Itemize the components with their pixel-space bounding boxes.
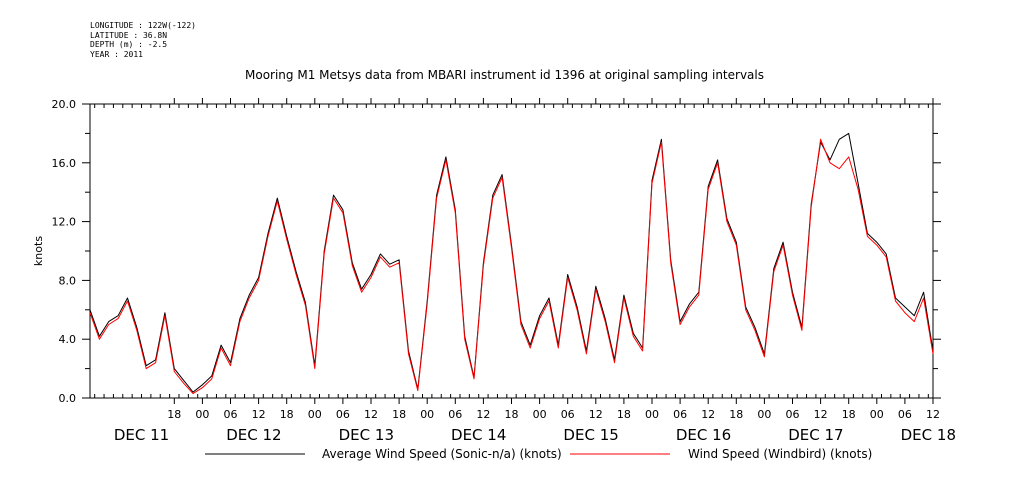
meta-year: YEAR : 2011 xyxy=(90,49,143,59)
x-tick-label: 18 xyxy=(842,408,856,421)
x-tick-label: 00 xyxy=(533,408,547,421)
x-tick-label: 06 xyxy=(448,408,462,421)
y-tick-label: 8.0 xyxy=(59,274,77,287)
x-tick-label: 18 xyxy=(617,408,631,421)
y-tick-label: 16.0 xyxy=(52,157,77,170)
x-tick-label: 12 xyxy=(589,408,603,421)
x-tick-label: 18 xyxy=(167,408,181,421)
x-tick-label: 18 xyxy=(280,408,294,421)
x-tick-label: 00 xyxy=(645,408,659,421)
x-tick-label: 12 xyxy=(364,408,378,421)
y-tick-label: 4.0 xyxy=(59,333,77,346)
x-tick-label: 12 xyxy=(701,408,715,421)
legend-label-average: Average Wind Speed (Sonic-n/a) (knots) xyxy=(322,447,562,461)
x-tick-label: 06 xyxy=(673,408,687,421)
axes: 18 00 06 12 18 00 06 12 18 00 06 12 18 00 06 12 18 00 06 12… xyxy=(32,98,956,444)
x-day-label: DEC 13 xyxy=(339,426,394,444)
y-tick-label: 0.0 xyxy=(59,392,77,405)
series-line-windbird xyxy=(89,138,934,395)
x-tick-label: 00 xyxy=(757,408,771,421)
x-day-label: DEC 11 xyxy=(114,426,169,444)
x-tick-label: 00 xyxy=(195,408,209,421)
meta-latitude: LATITUDE : 36.8N xyxy=(90,30,168,40)
x-tick-label: 12 xyxy=(926,408,940,421)
x-tick-label: 00 xyxy=(870,408,884,421)
x-day-label: DEC 14 xyxy=(451,426,506,444)
x-tick-label: 18 xyxy=(392,408,406,421)
x-day-label: DEC 12 xyxy=(226,426,281,444)
meta-depth: DEPTH (m) : -2.5 xyxy=(90,40,168,49)
x-day-label: DEC 18 xyxy=(901,426,956,444)
x-tick-label: 00 xyxy=(308,408,322,421)
x-tick-label: 06 xyxy=(561,408,575,421)
y-axis-label: knots xyxy=(32,236,45,266)
series-lines xyxy=(89,132,934,395)
x-day-label: DEC 15 xyxy=(563,426,618,444)
x-tick-label: 18 xyxy=(729,408,743,421)
x-tick-label: 06 xyxy=(786,408,800,421)
x-tick-label: 06 xyxy=(898,408,912,421)
chart-title: Mooring M1 Metsys data from MBARI instru… xyxy=(245,68,764,82)
legend-label-windbird: Wind Speed (Windbird) (knots) xyxy=(688,447,872,461)
x-tick-label: 12 xyxy=(814,408,828,421)
legend: Average Wind Speed (Sonic-n/a) (knots) Wi… xyxy=(205,447,872,461)
y-tick-label: 20.0 xyxy=(52,98,77,111)
metadata-block: LONGITUDE : 122W(-122) LATITUDE : 36.8N … xyxy=(90,21,196,59)
x-tick-label: 06 xyxy=(336,408,350,421)
x-day-label: DEC 17 xyxy=(788,426,843,444)
x-tick-label: 06 xyxy=(224,408,238,421)
x-tick-label: 12 xyxy=(252,408,266,421)
x-tick-label: 18 xyxy=(505,408,519,421)
x-tick-label: 00 xyxy=(420,408,434,421)
y-tick-label: 12.0 xyxy=(52,216,77,229)
meta-longitude: LONGITUDE : 122W(-122) xyxy=(90,21,196,30)
x-day-label: DEC 16 xyxy=(676,426,731,444)
x-tick-label: 12 xyxy=(476,408,490,421)
